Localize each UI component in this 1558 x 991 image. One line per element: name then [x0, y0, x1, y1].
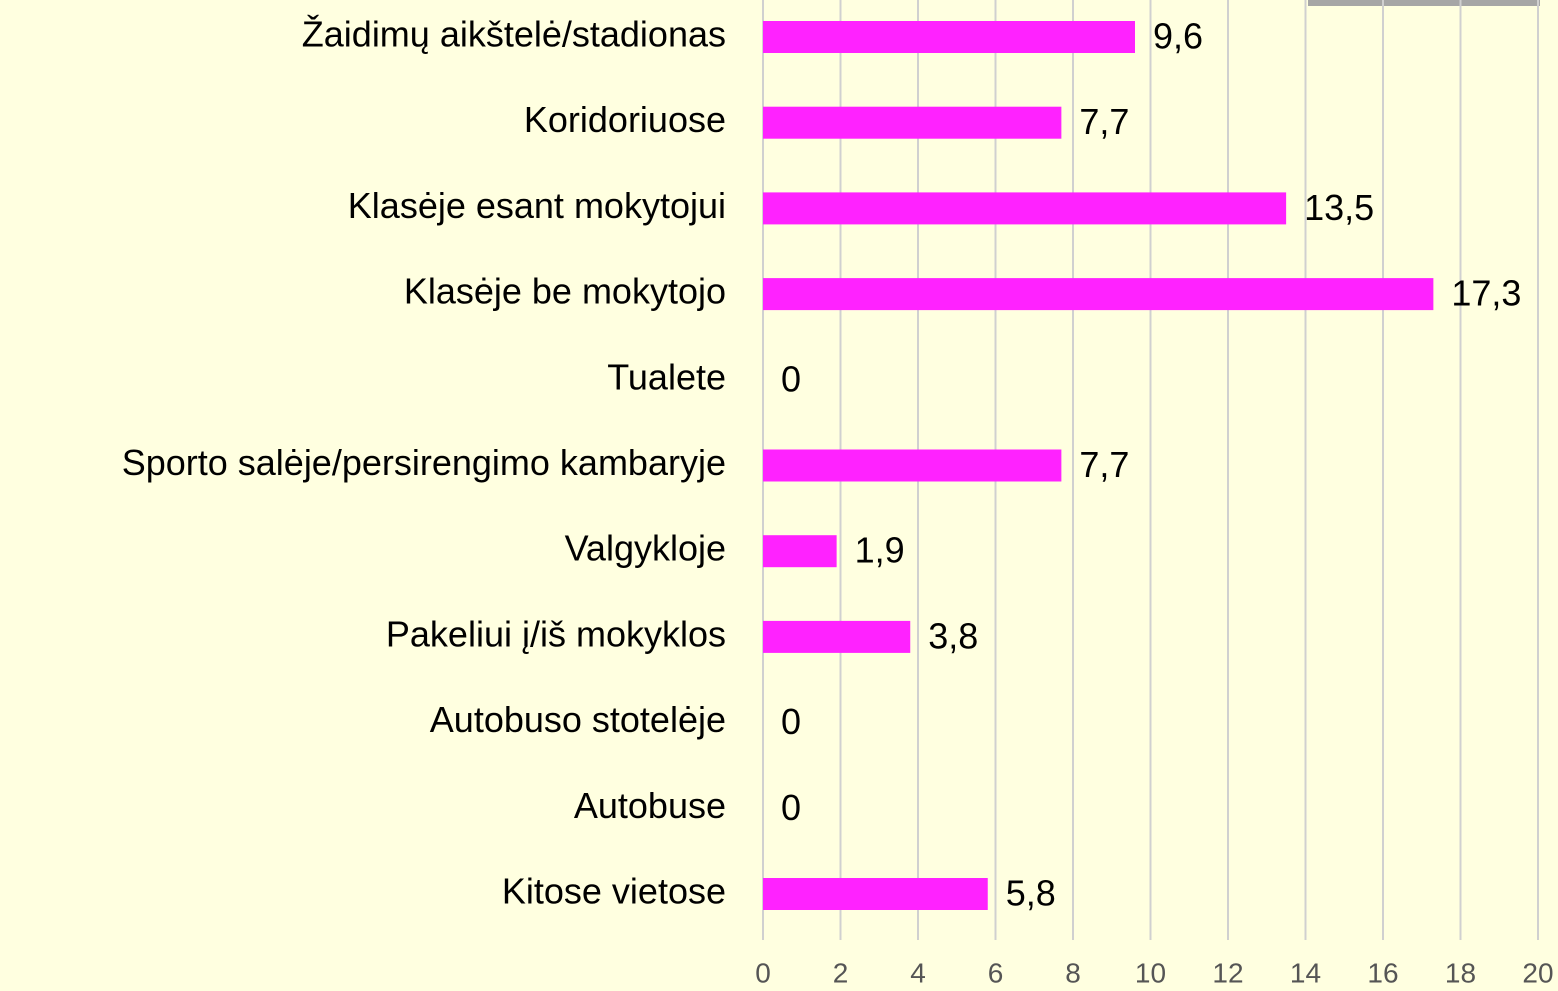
bar [763, 106, 1062, 139]
x-tick-label: 4 [910, 957, 926, 988]
y-tick-label: Klasėje be mokytojo [404, 271, 726, 312]
y-tick-label: Autobuse [574, 785, 726, 826]
x-tick-label: 14 [1290, 957, 1321, 988]
x-tick-label: 0 [755, 957, 771, 988]
y-tick-label: Kitose vietose [502, 871, 726, 912]
value-label: 3,8 [928, 615, 978, 656]
value-label: 1,9 [855, 530, 905, 571]
bar [763, 192, 1287, 225]
value-label: 13,5 [1304, 187, 1374, 228]
value-label: 5,8 [1006, 873, 1056, 914]
value-label: 0 [781, 358, 801, 399]
y-tick-label: Koridoriuose [524, 99, 726, 140]
value-label: 7,7 [1079, 101, 1129, 142]
x-tick-label: 12 [1212, 957, 1243, 988]
legend-fragment [1308, 0, 1540, 6]
y-tick-label: Tualete [607, 356, 726, 397]
bar [763, 620, 911, 653]
value-label: 17,3 [1451, 273, 1521, 314]
x-tick-label: 10 [1135, 957, 1166, 988]
y-tick-label: Pakeliui į/iš mokyklos [386, 613, 726, 654]
bar [763, 878, 988, 910]
x-tick-label: 2 [833, 957, 849, 988]
value-label: 0 [781, 701, 801, 742]
y-tick-label: Autobuso stotelėje [430, 699, 726, 740]
x-tick-label: 16 [1367, 957, 1398, 988]
y-tick-label: Žaidimų aikštelė/stadionas [302, 14, 726, 55]
y-tick-label: Valgykloje [565, 528, 726, 569]
value-label: 0 [781, 787, 801, 828]
bar [763, 535, 837, 568]
x-tick-label: 18 [1445, 957, 1476, 988]
bar [763, 21, 1135, 53]
y-tick-label: Sporto salėje/persirengimo kambaryje [122, 442, 726, 483]
x-tick-label: 20 [1522, 957, 1553, 988]
x-tick-label: 8 [1065, 957, 1081, 988]
bar [763, 449, 1062, 482]
value-label: 9,6 [1153, 16, 1203, 57]
y-tick-label: Klasėje esant mokytojui [348, 185, 726, 226]
bar [763, 278, 1434, 311]
value-label: 7,7 [1079, 444, 1129, 485]
x-tick-label: 6 [988, 957, 1004, 988]
